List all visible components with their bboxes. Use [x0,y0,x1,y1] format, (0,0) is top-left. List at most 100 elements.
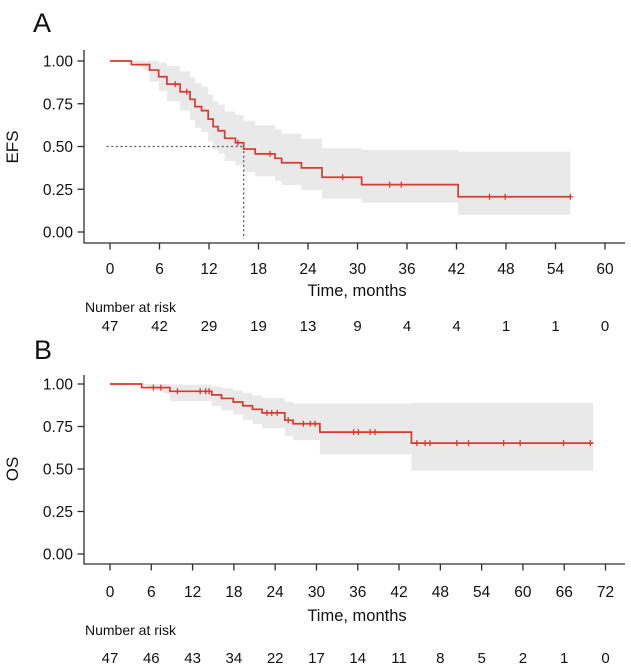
x-tick-label: 36 [398,261,415,278]
number-at-risk-value: 29 [201,318,218,334]
y-tick-label: 1.00 [43,377,74,394]
censor-mark [268,409,275,416]
number-at-risk-value: 13 [300,318,317,334]
x-tick-label: 6 [155,261,164,278]
x-tick-label: 66 [556,584,573,601]
number-at-risk-value: 47 [102,650,119,667]
number-at-risk-value: 46 [143,650,160,667]
censor-mark [517,440,524,447]
x-tick-label: 24 [299,261,317,278]
censor-mark [453,440,460,447]
number-at-risk-value: 1 [551,318,559,334]
x-tick-label: 0 [106,584,115,601]
number-at-risk-value: 4 [452,318,460,334]
y-tick-label: 0.25 [43,504,73,521]
y-tick-label: 0.00 [43,547,74,564]
censor-mark [267,150,274,157]
x-tick-label: 24 [267,584,285,601]
x-tick-label: 0 [106,261,115,278]
efs-y-axis-title: EFS [3,130,22,164]
y-tick-label: 0.75 [43,96,73,113]
number-at-risk-value: 4 [403,318,411,334]
censor-mark [206,388,213,395]
number-at-risk-value: 43 [184,650,201,667]
censor-mark [413,440,420,447]
censor-mark [150,384,157,391]
number-at-risk-value: 8 [436,650,444,667]
number-at-risk-value: 0 [601,318,609,334]
x-tick-label: 42 [390,584,407,601]
y-tick-label: 0.50 [43,139,74,156]
x-tick-label: 72 [597,584,614,601]
censor-mark [502,193,509,200]
number-at-risk-value: 34 [226,650,243,667]
x-tick-label: 48 [497,261,514,278]
censor-mark [339,174,346,181]
censor-mark [312,420,319,427]
censor-mark [285,417,292,424]
censor-mark [560,440,567,447]
efs-x-axis-title: Time, months [307,282,407,300]
censor-mark [234,139,241,146]
number-at-risk-value: 42 [151,318,168,334]
censor-mark [274,409,281,416]
x-tick-label: 36 [349,584,366,601]
efs-kaplan-meier-chart: 1.000.750.500.250.0004764212291819241330… [43,50,625,334]
x-tick-label: 30 [308,584,326,601]
number-at-risk-value: 9 [353,318,361,334]
y-tick-label: 0.50 [43,462,74,479]
x-tick-label: 12 [200,261,217,278]
os-x-axis-title: Time, months [307,607,407,625]
x-tick-label: 30 [349,261,367,278]
x-tick-label: 48 [432,584,449,601]
censor-mark [398,181,405,188]
censor-mark [183,88,190,95]
os-number-at-risk-label: Number at risk [85,622,177,638]
x-tick-label: 54 [473,584,491,601]
number-at-risk-value: 17 [308,650,325,667]
x-tick-label: 42 [448,261,465,278]
efs-number-at-risk-label: Number at risk [85,299,177,315]
x-tick-label: 12 [184,584,201,601]
confidence-band [131,61,571,215]
censor-mark [500,440,507,447]
censor-mark [157,384,164,391]
number-at-risk-value: 0 [601,650,609,667]
censor-mark [427,440,434,447]
axis-lines [83,50,625,244]
x-tick-label: 18 [225,584,242,601]
number-at-risk-value: 14 [349,650,366,667]
number-at-risk-value: 11 [391,650,407,667]
number-at-risk-value: 47 [102,318,119,334]
censor-mark [197,388,204,395]
x-tick-label: 60 [514,584,532,601]
y-tick-label: 1.00 [43,54,74,71]
y-tick-label: 0.00 [43,225,74,242]
os-y-axis-title: OS [3,456,22,482]
censor-mark [567,193,574,200]
x-tick-label: 60 [596,261,614,278]
number-at-risk-value: 22 [267,650,284,667]
panel-b-label: B [34,335,53,365]
confidence-band [141,384,594,471]
censor-mark [465,440,472,447]
number-at-risk-value: 5 [477,650,485,667]
x-tick-label: 18 [250,261,267,278]
x-tick-label: 54 [547,261,565,278]
os-kaplan-meier-chart: 1.000.750.500.250.0004764612431834242230… [43,375,625,667]
censor-mark [355,429,362,436]
number-at-risk-value: 19 [250,318,267,334]
censor-mark [172,81,179,88]
axis-lines [83,375,625,565]
panel-a-label: A [33,8,52,38]
survival-curve [110,60,571,198]
censor-mark [386,181,393,188]
censor-mark [486,193,493,200]
number-at-risk-value: 1 [502,318,510,334]
x-tick-label: 6 [147,584,156,601]
censor-mark [371,429,378,436]
y-tick-label: 0.25 [43,182,73,199]
censor-mark [587,440,594,447]
number-at-risk-value: 2 [519,650,527,667]
